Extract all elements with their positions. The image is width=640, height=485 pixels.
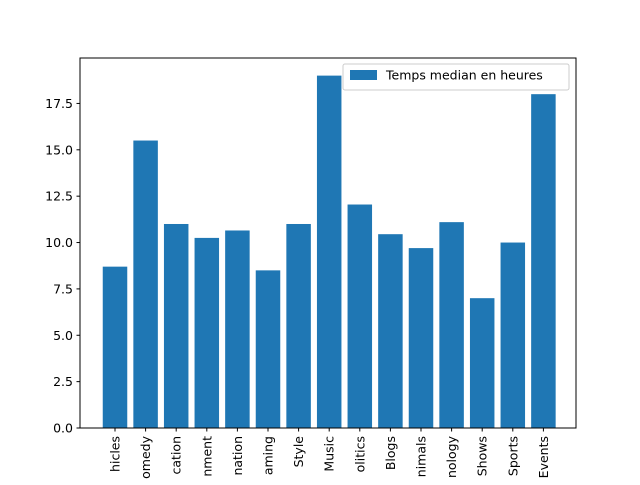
y-tick-label: 7.5 — [53, 281, 73, 296]
x-tick-label: nology — [444, 435, 459, 478]
y-tick-label: 15.0 — [45, 142, 73, 157]
x-tick-label: omedy — [138, 435, 153, 478]
bar — [531, 94, 556, 429]
legend-swatch — [350, 70, 377, 80]
y-tick-label: 2.5 — [53, 374, 73, 389]
x-tick-label: olitics — [352, 436, 367, 472]
plot-frame — [79, 57, 577, 429]
y-tick-label: 5.0 — [53, 328, 73, 343]
x-tick-label: hicles — [108, 436, 123, 472]
bar — [316, 75, 342, 429]
x-tick-label: nation — [230, 436, 245, 476]
x-tick-label: Style — [291, 436, 306, 468]
bar — [469, 298, 495, 428]
bar — [255, 270, 281, 428]
x-tick-label: aming — [261, 436, 276, 475]
bar — [408, 248, 434, 428]
x-tick-label: Music — [322, 436, 337, 472]
bar — [102, 266, 128, 428]
legend-label: Temps median en heures — [385, 68, 543, 83]
bars-group — [102, 75, 556, 429]
y-tick-label: 10.0 — [45, 235, 73, 250]
x-tick-label: Events — [536, 436, 551, 478]
x-tick-label: Blogs — [383, 436, 398, 470]
x-tick-label: nimals — [414, 436, 429, 477]
bar — [347, 204, 373, 428]
legend: Temps median en heures — [342, 63, 570, 91]
bar — [163, 223, 189, 428]
y-tick-label: 0.0 — [53, 421, 73, 436]
bar — [500, 242, 526, 428]
bar — [286, 223, 311, 428]
bar — [225, 230, 250, 428]
y-axis: 0.0 2.5 5.0 7.5 10.0 12.5 15.0 17.5 — [45, 96, 80, 436]
x-tick-label: cation — [169, 436, 184, 474]
x-tick-label: nment — [199, 436, 214, 477]
legend-box — [342, 63, 570, 91]
bar — [378, 234, 403, 428]
x-tick-label: Sports — [505, 436, 520, 476]
y-tick-label: 17.5 — [45, 96, 73, 111]
y-tick-label: 12.5 — [45, 189, 73, 204]
x-axis: hicles omedy cation nment nation aming Style Mu… — [108, 428, 551, 479]
bar — [439, 222, 464, 428]
x-tick-label: Shows — [475, 436, 490, 476]
bar — [194, 237, 220, 428]
bar — [133, 140, 158, 428]
